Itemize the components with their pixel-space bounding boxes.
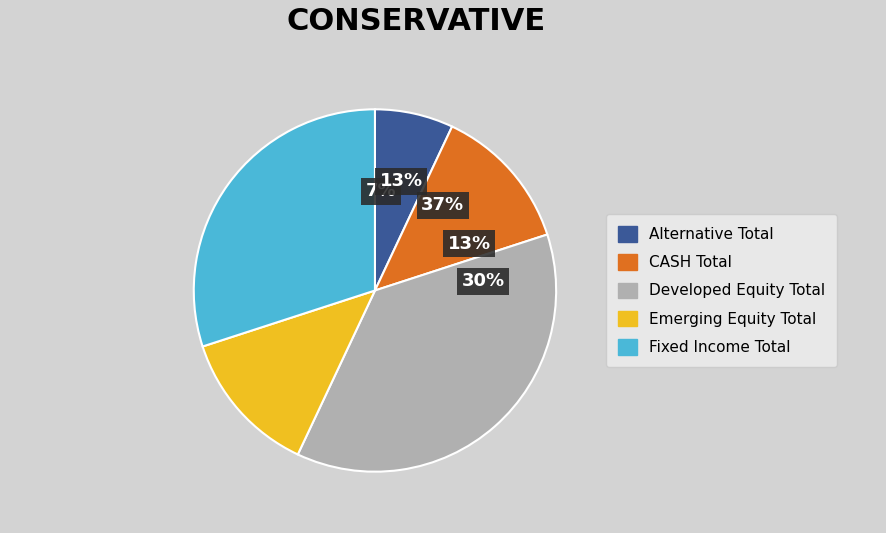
- Wedge shape: [203, 290, 375, 455]
- Wedge shape: [375, 126, 548, 290]
- Text: 37%: 37%: [421, 197, 464, 214]
- Wedge shape: [375, 109, 452, 290]
- Wedge shape: [298, 235, 556, 472]
- Text: 7%: 7%: [366, 182, 396, 200]
- Text: 13%: 13%: [379, 172, 423, 190]
- Text: 13%: 13%: [447, 235, 491, 253]
- Title: CONSERVATIVE: CONSERVATIVE: [286, 7, 545, 36]
- Text: 30%: 30%: [462, 272, 505, 290]
- Legend: Alternative Total, CASH Total, Developed Equity Total, Emerging Equity Total, Fi: Alternative Total, CASH Total, Developed…: [606, 214, 837, 367]
- Wedge shape: [194, 109, 375, 346]
